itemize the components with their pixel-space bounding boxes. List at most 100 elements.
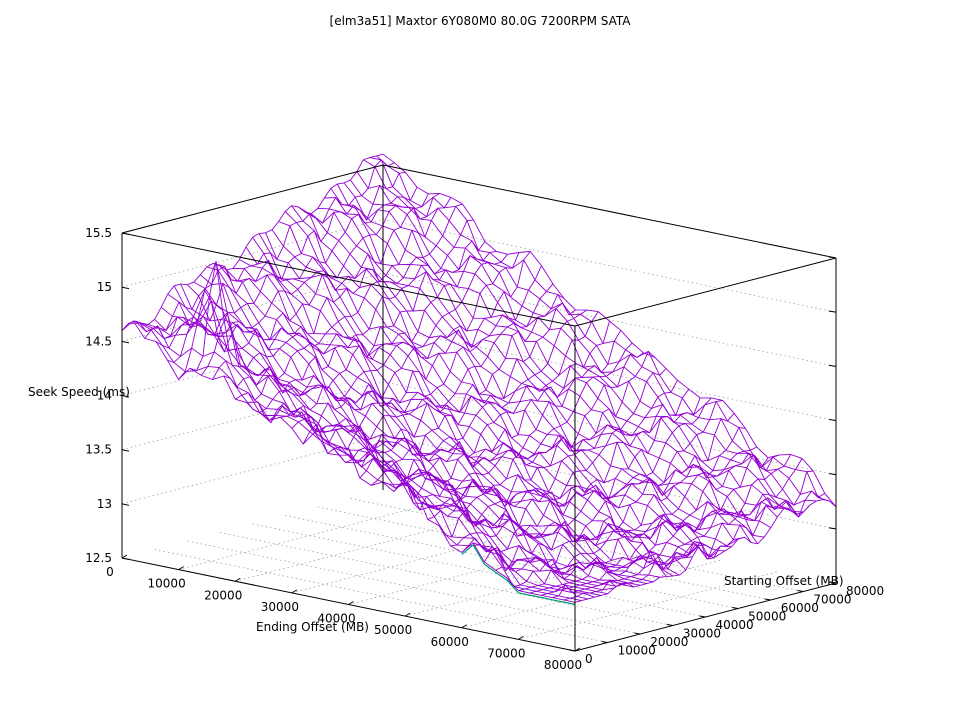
z-tick-label: 15 — [97, 280, 112, 294]
y-tick-mark — [764, 598, 771, 601]
z-tick-mark — [121, 340, 130, 344]
axis-ticks: 12.51313.51414.51515.5010000200003000040… — [85, 226, 884, 672]
floor-grid-line — [252, 523, 706, 618]
surface-mesh-line — [343, 182, 798, 515]
z-grid-line — [121, 327, 837, 421]
x-tick-label: 80000 — [544, 658, 582, 672]
z-tick-mark-right — [828, 364, 837, 367]
surface-mesh-line — [304, 211, 759, 545]
y-tick-label: 30000 — [683, 627, 721, 641]
y-tick-mark — [666, 624, 673, 626]
surface-mesh-line — [265, 232, 719, 560]
x-tick-label: 70000 — [487, 646, 525, 660]
surface-mesh-line — [134, 320, 589, 600]
z-tick-mark — [121, 286, 130, 290]
x-tick-label: 50000 — [374, 623, 412, 637]
z-axis-label: Seek Speed (ms) — [28, 385, 130, 399]
z-tick-label: 15.5 — [85, 226, 112, 240]
x-tick-label: 30000 — [261, 600, 299, 614]
x-tick-mark — [178, 566, 184, 571]
chart-title: [elm3a51] Maxtor 6Y080M0 80.0G 7200RPM S… — [330, 14, 632, 28]
box-top-edge — [121, 232, 576, 327]
surface-mesh-line — [278, 221, 732, 558]
z-tick-mark — [121, 503, 130, 506]
surface-mesh-line — [317, 207, 772, 529]
surface-mesh-line — [167, 293, 621, 587]
x-tick-mark — [518, 635, 524, 640]
surface-mesh-line — [330, 188, 784, 516]
z-tick-mark-right — [828, 419, 837, 421]
floor-grid-line — [317, 506, 771, 601]
floor-grid-line — [178, 501, 440, 571]
surface-mesh-line — [336, 183, 791, 510]
surface-mesh-line — [382, 153, 837, 508]
z-tick-label: 14.5 — [85, 334, 112, 348]
y-tick-mark — [797, 590, 804, 592]
surface-mesh-line — [291, 205, 745, 541]
y-tick-label: 70000 — [813, 593, 851, 607]
floor-grid-line — [154, 549, 608, 643]
y-tick-mark — [634, 632, 641, 635]
floor-grid-line — [285, 515, 739, 609]
surface-mesh-line — [356, 171, 811, 518]
surface-mesh-line — [178, 193, 440, 380]
x-tick-label: 20000 — [204, 588, 242, 602]
z-tick-label: 14 — [97, 389, 112, 403]
surface-mesh-line — [297, 206, 752, 543]
surface-mesh-line — [206, 266, 660, 578]
y-tick-label: 0 — [585, 652, 593, 666]
surface-mesh-line — [173, 285, 628, 587]
y-tick-mark — [568, 649, 576, 652]
surface-mesh-line — [314, 302, 576, 456]
surface-mesh-line — [369, 157, 824, 500]
surface-mesh-line — [350, 179, 804, 513]
x-tick-mark — [574, 647, 581, 652]
box-top-edge — [121, 164, 384, 234]
y-tick-label: 60000 — [781, 601, 819, 615]
z-tick-mark — [121, 232, 130, 235]
y-tick-label: 80000 — [846, 584, 884, 598]
y-tick-label: 40000 — [716, 618, 754, 632]
floor-grid-line — [187, 540, 641, 635]
y-tick-mark — [829, 581, 837, 584]
z-grid-line — [121, 164, 837, 259]
surface-mesh-line — [180, 283, 634, 588]
surface-underside-line — [461, 543, 576, 605]
surface-mesh-line — [226, 269, 680, 576]
x-tick-mark — [234, 577, 241, 582]
surface-mesh-line — [324, 197, 778, 522]
y-tick-label: 20000 — [650, 635, 688, 649]
z-tick-mark-right — [828, 527, 837, 530]
surface-mesh-line — [223, 240, 486, 394]
x-tick-mark — [291, 589, 298, 594]
x-tick-mark — [121, 554, 128, 559]
y-tick-mark — [699, 615, 706, 618]
surface-mesh-line — [121, 320, 576, 603]
z-tick-mark — [121, 449, 130, 452]
x-tick-label: 60000 — [431, 635, 469, 649]
surface-mesh-line — [495, 446, 757, 572]
surface-mesh-line — [376, 155, 830, 502]
x-tick-mark — [348, 601, 354, 605]
x-tick-label: 10000 — [148, 577, 186, 591]
surface-mesh-line — [232, 268, 687, 571]
surface-mesh-line — [310, 211, 765, 538]
surface-mesh-line — [213, 262, 667, 577]
x-tick-label: 0 — [106, 565, 114, 579]
surface-mesh-line — [258, 233, 713, 555]
y-tick-mark — [732, 607, 739, 609]
y-axis-label: Starting Offset (MB) — [724, 574, 844, 588]
z-tick-label: 12.5 — [85, 551, 112, 565]
z-tick-mark — [121, 557, 130, 560]
box-top-edge — [574, 257, 837, 327]
surface-mesh-line — [154, 300, 608, 595]
z-tick-mark — [121, 395, 130, 398]
z-tick-label: 13.5 — [85, 443, 112, 457]
x-axis-label: Ending Offset (MB) — [256, 620, 369, 634]
x-tick-mark — [404, 612, 411, 617]
y-tick-mark — [601, 641, 608, 643]
z-tick-mark-right — [828, 310, 837, 313]
surface-mesh-line — [271, 229, 726, 559]
surface-mesh-line — [186, 284, 641, 586]
